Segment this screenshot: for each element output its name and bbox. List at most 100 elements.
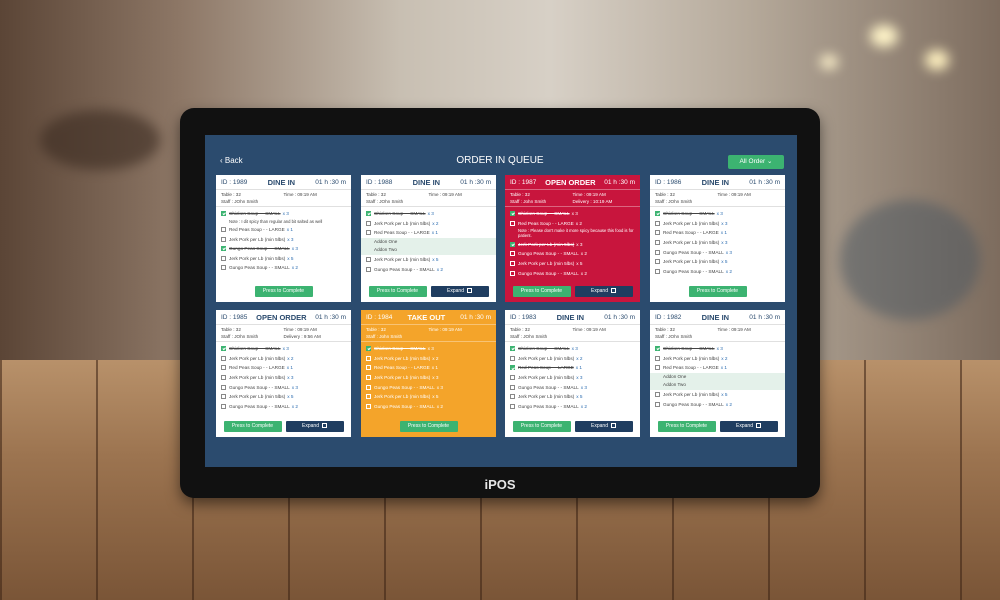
complete-button[interactable]: Press to Complete [399,421,458,432]
item-checkbox[interactable] [510,403,515,409]
item-name: Gungo Peas Soup - - SMALL [229,246,290,252]
complete-button[interactable]: Press to Complete [512,421,571,432]
item-checkbox[interactable] [366,355,371,361]
item-checkbox[interactable] [366,394,371,400]
complete-button[interactable]: Press to Complete [254,286,313,297]
item-checkbox[interactable] [221,265,226,271]
button-label[interactable]: Press to Complete [520,288,563,294]
filter-label[interactable]: All Order [739,158,766,165]
item-checkbox[interactable] [221,227,226,233]
order-item: Red Peas Soup - - LARGE x 1 [366,228,491,238]
bokeh [925,50,949,70]
expand-icon[interactable] [466,288,472,294]
item-checkbox[interactable] [366,403,371,409]
complete-button[interactable]: Press to Complete [657,421,716,432]
order-card: ID : 1985 OPEN ORDER 01 h :30 m Table : 32 T… [216,310,351,437]
item-checkbox[interactable] [221,375,226,381]
item-checkbox[interactable] [655,355,660,361]
item-name: Jerk Pork per Lb (min 5lbs) [518,355,575,361]
item-checkbox[interactable] [221,365,226,371]
item-name: Jerk Pork per Lb (min 5lbs) [663,259,720,265]
item-checkbox[interactable] [510,346,515,352]
item-checkbox[interactable] [221,394,226,400]
back-button[interactable]: ‹ Back [220,156,243,165]
item-checkbox[interactable] [510,270,515,276]
button-label[interactable]: Press to Complete [376,288,419,294]
item-checkbox[interactable] [510,375,515,381]
item-checkbox[interactable] [366,384,371,390]
complete-button[interactable]: Press to Complete [688,286,747,297]
expand-button[interactable]: Expand [430,286,489,297]
button-label[interactable]: Expand [302,423,319,429]
back-label[interactable]: Back [224,156,243,165]
item-checkbox[interactable] [510,211,515,217]
item-checkbox[interactable] [655,268,660,274]
item-checkbox[interactable] [366,346,371,352]
item-checkbox[interactable] [510,220,515,226]
expand-button[interactable]: Expand [285,421,344,432]
expand-icon[interactable] [321,423,327,429]
item-checkbox[interactable] [510,355,515,361]
item-name: Chicken Soup - - SMALL [518,211,570,217]
complete-button[interactable]: Press to Complete [368,286,427,297]
item-checkbox[interactable] [655,240,660,246]
expand-icon[interactable] [610,288,616,294]
expand-button[interactable]: Expand [719,421,778,432]
item-checkbox[interactable] [366,365,371,371]
item-checkbox[interactable] [221,346,226,352]
item-checkbox[interactable] [655,346,660,352]
item-checkbox[interactable] [221,403,226,409]
button-label[interactable]: Press to Complete [520,423,563,429]
item-checkbox[interactable] [366,375,371,381]
expand-icon[interactable] [610,423,616,429]
button-label[interactable]: Expand [591,423,608,429]
item-checkbox[interactable] [655,220,660,226]
item-checkbox[interactable] [221,246,226,252]
item-checkbox[interactable] [655,401,660,407]
button-label[interactable]: Press to Complete [665,423,708,429]
item-checkbox[interactable] [655,211,660,217]
item-quantity: x 1 [720,365,728,371]
expand-button[interactable]: Expand [574,286,633,297]
filter-dropdown[interactable]: All Order ⌄ [728,155,784,169]
order-item: Red Peas Soup - - LARGE x 1 [221,363,346,373]
item-checkbox[interactable] [510,384,515,390]
button-label[interactable]: Press to Complete [696,288,739,294]
item-checkbox[interactable] [655,249,660,255]
order-item: Gungo Peas Soup - - SMALL x 2 [510,268,635,278]
button-label[interactable]: Expand [447,288,464,294]
expand-button[interactable]: Expand [574,421,633,432]
complete-button[interactable]: Press to Complete [223,421,282,432]
item-checkbox[interactable] [366,257,371,263]
item-checkbox[interactable] [510,241,515,247]
item-name: Jerk Pork per Lb (min 5lbs) [663,392,720,398]
item-checkbox[interactable] [510,251,515,257]
item-name: Gungo Peas Soup - - SMALL [518,251,579,257]
item-checkbox[interactable] [366,230,371,236]
item-checkbox[interactable] [221,384,226,390]
item-checkbox[interactable] [510,261,515,267]
item-checkbox[interactable] [655,392,660,398]
item-checkbox[interactable] [221,211,226,217]
button-label[interactable]: Expand [736,423,753,429]
button-label[interactable]: Press to Complete [231,423,274,429]
button-label[interactable]: Press to Complete [262,288,305,294]
item-checkbox[interactable] [221,255,226,261]
order-card: ID : 1987 OPEN ORDER 01 h :30 m Table : 32 T… [505,175,640,302]
button-label[interactable]: Expand [591,288,608,294]
item-checkbox[interactable] [366,220,371,226]
item-checkbox[interactable] [366,211,371,217]
item-checkbox[interactable] [510,365,515,371]
expand-icon[interactable] [755,423,761,429]
item-checkbox[interactable] [510,394,515,400]
item-quantity: x 1 [720,230,728,236]
item-checkbox[interactable] [655,230,660,236]
item-checkbox[interactable] [221,355,226,361]
item-checkbox[interactable] [655,365,660,371]
button-label[interactable]: Press to Complete [407,423,450,429]
bokeh [40,110,160,170]
item-checkbox[interactable] [221,236,226,242]
complete-button[interactable]: Press to Complete [512,286,571,297]
item-checkbox[interactable] [655,259,660,265]
item-checkbox[interactable] [366,266,371,272]
